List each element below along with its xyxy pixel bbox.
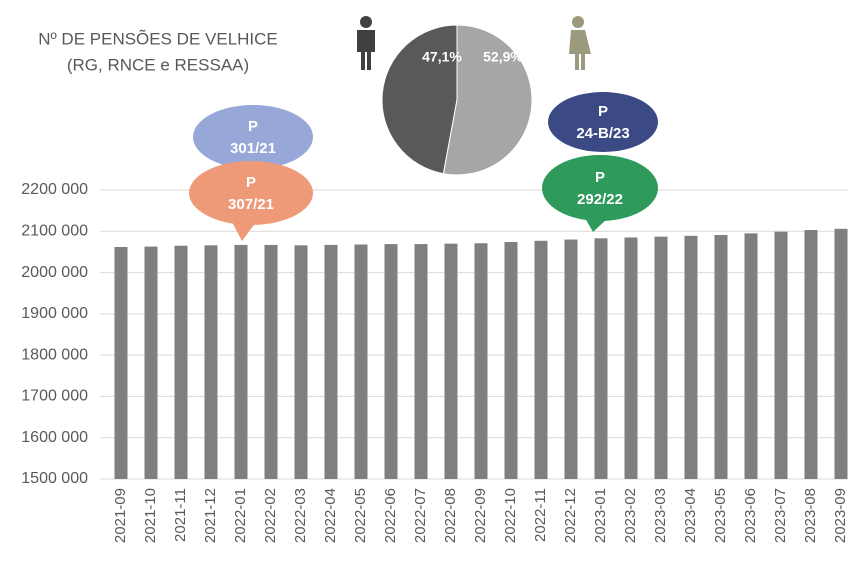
x-tick-label: 2022-12	[562, 488, 579, 543]
annotation-text: P	[248, 118, 258, 135]
bar	[804, 230, 818, 479]
annotation-text: 24-B/23	[576, 125, 629, 142]
x-tick-label: 2022-04	[322, 488, 339, 543]
bar	[564, 239, 578, 479]
bar	[234, 244, 248, 479]
x-tick-label: 2022-06	[382, 488, 399, 543]
annotation-bubble	[542, 155, 658, 221]
bar	[204, 245, 218, 479]
bar	[624, 237, 638, 479]
x-tick-label: 2022-08	[442, 488, 459, 543]
x-tick-label: 2023-06	[742, 488, 759, 543]
bar	[264, 244, 278, 479]
x-tick-label: 2021-12	[202, 488, 219, 543]
x-tick-label: 2021-11	[172, 488, 189, 542]
bar	[414, 244, 428, 479]
x-tick-label: 2022-10	[502, 488, 519, 543]
x-tick-label: 2022-11	[532, 488, 549, 542]
pie-slice	[442, 24, 533, 176]
bar	[444, 243, 458, 479]
x-tick-label: 2023-02	[622, 488, 639, 543]
y-tick-label: 1700 000	[21, 388, 88, 405]
bar	[684, 235, 698, 479]
x-tick-label: 2022-05	[352, 488, 369, 543]
bar	[114, 246, 128, 479]
annotation-text: 301/21	[230, 140, 276, 157]
annotation: P 292/22	[542, 155, 658, 232]
x-tick-label: 2021-09	[112, 488, 129, 543]
male-icon	[357, 16, 375, 70]
bar	[144, 246, 158, 479]
annotation: P 301/21	[193, 105, 313, 169]
y-tick-label: 1900 000	[21, 305, 88, 322]
bar	[534, 240, 548, 479]
x-tick-label: 2022-09	[472, 488, 489, 543]
x-tick-label: 2023-01	[592, 488, 609, 543]
annotation: P 307/21	[189, 161, 313, 241]
chart-subtitle: (RG, RNCE e RESSAA)	[67, 55, 249, 74]
x-tick-label: 2022-03	[292, 488, 309, 543]
bar	[324, 244, 338, 479]
y-tick-label: 2100 000	[21, 223, 88, 240]
x-tick-label: 2023-08	[802, 488, 819, 543]
x-tick-label: 2023-04	[682, 488, 699, 543]
annotation-bubble	[189, 161, 313, 225]
y-tick-label: 1600 000	[21, 429, 88, 446]
annotation-text: P	[595, 169, 605, 186]
x-tick-label: 2023-09	[832, 488, 848, 543]
pie-label: 52,9%	[483, 49, 523, 65]
bar	[594, 238, 608, 479]
annotation-text: 307/21	[228, 196, 274, 213]
x-tick-label: 2022-01	[232, 488, 249, 543]
pie-label: 47,1%	[422, 49, 462, 65]
annotation-text: P	[598, 103, 608, 120]
bar	[654, 236, 668, 479]
bar	[504, 242, 518, 479]
annotation-bubble	[548, 92, 658, 152]
chart-title: Nº DE PENSÕES DE VELHICE	[38, 29, 278, 48]
y-tick-label: 2200 000	[21, 181, 88, 198]
annotation-text: 292/22	[577, 191, 623, 208]
annotation: P 24-B/23	[548, 92, 658, 152]
x-tick-label: 2023-03	[652, 488, 669, 543]
y-tick-label: 1800 000	[21, 346, 88, 363]
annotation-tail	[232, 222, 256, 241]
y-tick-label: 2000 000	[21, 264, 88, 281]
bar	[354, 244, 368, 479]
x-tick-label: 2023-05	[712, 488, 729, 543]
annotation-text: P	[246, 174, 256, 191]
x-tick-label: 2022-02	[262, 488, 279, 543]
x-tick-label: 2022-07	[412, 488, 429, 543]
bar	[384, 244, 398, 479]
bar	[744, 233, 758, 479]
bar	[774, 231, 788, 479]
annotation-tail	[585, 218, 608, 232]
annotation-bubble	[193, 105, 313, 169]
pie-slice	[381, 24, 458, 175]
bar	[474, 243, 488, 479]
x-tick-label: 2023-07	[772, 488, 789, 543]
bar	[834, 228, 848, 479]
bar	[294, 245, 308, 479]
x-tick-label: 2021-10	[142, 488, 159, 543]
female-icon	[569, 16, 591, 70]
y-tick-label: 1500 000	[21, 470, 88, 487]
bar	[714, 235, 728, 479]
bar	[174, 245, 188, 479]
